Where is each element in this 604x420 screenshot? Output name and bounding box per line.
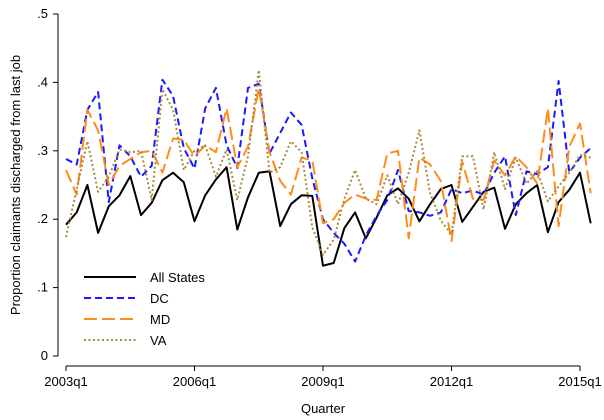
- y-axis-title: Proportion claimants discharged from las…: [8, 55, 23, 315]
- y-axis-ticks: 0 .1 .2 .3 .4 .5: [37, 6, 58, 363]
- series-line-md: [65, 86, 592, 243]
- series-lines: [65, 69, 592, 267]
- legend-label: VA: [150, 333, 167, 348]
- x-tick-label: 2015q1: [558, 374, 601, 389]
- x-tick-label: 2003q1: [44, 374, 87, 389]
- y-tick-label: 0: [41, 348, 48, 363]
- legend-label: DC: [150, 291, 169, 306]
- y-tick-label: .1: [37, 280, 48, 295]
- legend-label: MD: [150, 312, 170, 327]
- y-tick-label: .2: [37, 211, 48, 226]
- series-line-dc: [65, 78, 592, 263]
- series-line-va: [65, 69, 591, 256]
- legend-label: All States: [150, 270, 205, 285]
- x-axis-title: Quarter: [301, 401, 346, 416]
- y-tick-label: .5: [37, 6, 48, 21]
- series-line-all-states: [65, 166, 592, 267]
- y-tick-label: .4: [37, 74, 48, 89]
- plot-area: 0 .1 .2 .3 .4 .5 2003q1 2006q1 2009q1 2012q1 2015…: [37, 6, 602, 389]
- x-axis-ticks: 2003q1 2006q1 2009q1 2012q1 2015q1: [44, 366, 602, 389]
- legend: All States DC MD VA: [84, 270, 205, 348]
- x-tick-label: 2006q1: [173, 374, 216, 389]
- x-tick-label: 2012q1: [430, 374, 473, 389]
- x-tick-label: 2009q1: [301, 374, 344, 389]
- y-tick-label: .3: [37, 143, 48, 158]
